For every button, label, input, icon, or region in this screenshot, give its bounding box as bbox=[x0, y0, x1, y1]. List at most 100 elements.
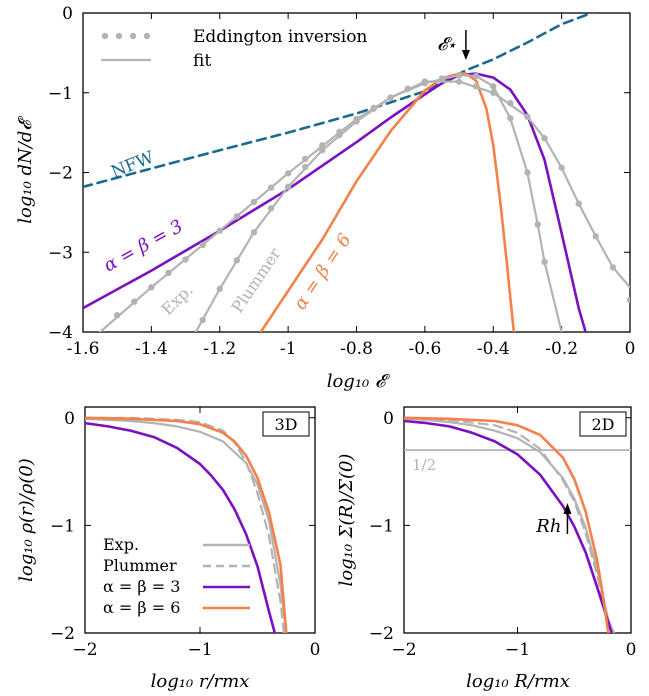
br-xtick-label: 0 bbox=[626, 640, 637, 660]
tag-3d: 3D bbox=[274, 415, 297, 434]
eddington-point bbox=[490, 83, 497, 90]
eddington-point bbox=[319, 146, 326, 154]
tag-3d-box bbox=[262, 411, 310, 437]
bl-ytick-label: −1 bbox=[50, 516, 75, 536]
eddington-point bbox=[319, 142, 326, 149]
top-ytick-label: −4 bbox=[48, 323, 73, 343]
bl-xtick-label: −2 bbox=[72, 640, 97, 660]
bottom-right-panel: −2 −1 0 0 −1 −2 1/2 2D Rh log₁₀ R/rmx log₁₀ Σ(R)/Σ… bbox=[336, 406, 637, 692]
eddington-point bbox=[575, 200, 582, 207]
eddington-point bbox=[507, 99, 514, 107]
eddington-point bbox=[267, 205, 275, 212]
top-panel: -1.6 -1.4 -1.2 -1 -0.8 -0.6 -0.4 -0.2 0 0 −1 −2 −3 −4… bbox=[15, 4, 635, 392]
tag-2d: 2D bbox=[591, 415, 614, 434]
bl-xlabel: log₁₀ r/rmx bbox=[151, 671, 250, 692]
eddington-point bbox=[336, 131, 343, 139]
br-xtick-label: −1 bbox=[505, 640, 530, 660]
br-ytick-label: −1 bbox=[369, 516, 394, 536]
eddington-point bbox=[438, 75, 446, 82]
top-ytick-label: −1 bbox=[48, 84, 73, 104]
eddington-point bbox=[421, 79, 429, 87]
top-ytick-label: −2 bbox=[48, 164, 73, 184]
bl-ytick-label: 0 bbox=[64, 409, 75, 429]
eddington-point bbox=[455, 72, 463, 79]
top-xtick-label: -0.6 bbox=[408, 339, 441, 359]
alpha-beta-3-label: α = β = 3 bbox=[100, 216, 186, 277]
eddington-point bbox=[524, 169, 531, 176]
estar-label: 𝓔⋆ bbox=[437, 34, 456, 55]
eddington-point bbox=[302, 163, 309, 171]
top-ytick-label: −3 bbox=[48, 243, 73, 263]
eddington-point bbox=[302, 155, 309, 163]
br-series-line bbox=[404, 416, 610, 633]
eddington-point bbox=[131, 298, 138, 305]
bl-legend-label: α = β = 6 bbox=[103, 598, 180, 617]
eddington-point bbox=[182, 256, 189, 263]
top-xtick-label: -1.6 bbox=[67, 339, 100, 359]
bottom-left-panel: −2 −1 0 0 −1 −2 3D Exp. Plummer α = β = 3 α = β = … bbox=[16, 406, 321, 692]
br-ylabel: log₁₀ Σ(R)/Σ(0) bbox=[336, 454, 357, 587]
eddington-point bbox=[199, 241, 206, 249]
rh-label: Rh bbox=[535, 516, 561, 537]
eddington-point bbox=[507, 115, 514, 122]
eddington-point bbox=[455, 78, 463, 85]
legend-fit-label: fit bbox=[193, 51, 211, 71]
eddington-point bbox=[370, 105, 377, 112]
bl-xtick-label: −1 bbox=[187, 640, 212, 660]
eddington-point bbox=[541, 258, 548, 266]
br-series-line bbox=[404, 419, 613, 633]
eddington-point bbox=[609, 264, 617, 271]
top-xlabel: log₁₀ 𝓔 bbox=[327, 371, 390, 392]
top-series-line bbox=[259, 72, 516, 332]
eddington-point bbox=[284, 170, 292, 177]
eddington-point bbox=[353, 118, 360, 125]
bl-ytick-label: −2 bbox=[50, 624, 75, 644]
eddington-point bbox=[216, 227, 223, 234]
eddington-point bbox=[541, 135, 548, 142]
exp-label: Exp. bbox=[158, 280, 197, 319]
top-xtick-label: -1.4 bbox=[135, 339, 168, 359]
top-ytick-label: 0 bbox=[62, 4, 73, 24]
top-xtick-label: -0.4 bbox=[477, 339, 510, 359]
top-xtick-label: -0.2 bbox=[545, 339, 578, 359]
eddington-point bbox=[216, 285, 223, 293]
eddington-point bbox=[534, 221, 541, 228]
legend-dots-marker bbox=[101, 32, 109, 40]
bl-xtick-label: 0 bbox=[310, 640, 321, 660]
bl-legend-label: α = β = 3 bbox=[103, 577, 180, 596]
top-ylabel: log₁₀ dN/d𝓔 bbox=[15, 116, 36, 224]
eddington-point bbox=[558, 164, 565, 171]
eddington-point bbox=[524, 113, 531, 120]
eddington-point bbox=[387, 94, 394, 101]
top-xtick-label: -1 bbox=[280, 339, 297, 359]
br-ytick-label: 0 bbox=[383, 409, 394, 429]
br-frame bbox=[403, 406, 632, 634]
eddington-point bbox=[113, 312, 121, 319]
eddington-point bbox=[626, 296, 630, 304]
bl-series-line bbox=[85, 417, 288, 633]
eddington-point bbox=[472, 72, 480, 80]
legend-eddington-label: Eddington inversion bbox=[193, 27, 367, 47]
eddington-point bbox=[250, 229, 258, 236]
eddington-point bbox=[148, 284, 155, 291]
estar-arrow-head bbox=[461, 50, 470, 60]
br-ytick-label: −2 bbox=[369, 624, 394, 644]
br-series-line bbox=[404, 417, 616, 633]
nfw-label: NFW bbox=[108, 147, 157, 182]
top-xtick-label: -1.2 bbox=[203, 339, 236, 359]
rh-arrow-head bbox=[563, 503, 572, 514]
plummer-label: Plummer bbox=[228, 244, 285, 316]
top-xtick-label: 0 bbox=[625, 339, 636, 359]
eddington-point bbox=[165, 269, 172, 277]
tag-2d-box bbox=[579, 411, 627, 437]
bl-series-line bbox=[85, 421, 277, 633]
br-xlabel: log₁₀ R/rmx bbox=[466, 671, 570, 692]
legend-dots-marker bbox=[129, 32, 137, 40]
eddington-point bbox=[472, 83, 480, 90]
legend-dots-marker bbox=[115, 32, 123, 40]
bl-legend-label: Exp. bbox=[103, 535, 139, 554]
legend-dots-marker bbox=[143, 32, 151, 40]
top-xtick-label: -0.8 bbox=[340, 339, 373, 359]
br-xtick-label: −2 bbox=[391, 640, 416, 660]
